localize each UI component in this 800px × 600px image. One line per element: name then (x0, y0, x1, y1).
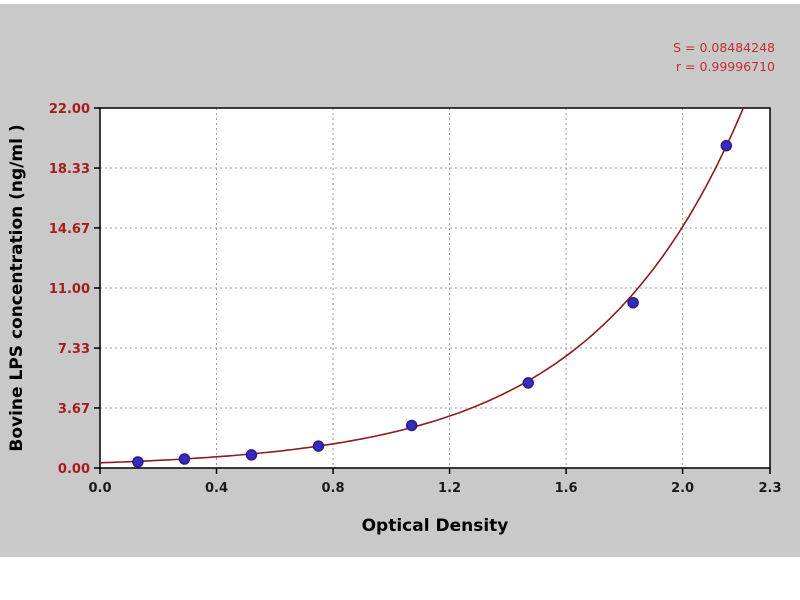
y-tick-label: 11.00 (49, 282, 90, 297)
y-tick-label: 18.33 (49, 162, 90, 177)
data-point (627, 296, 639, 309)
stats-correlation: r = 0.99996710 (676, 59, 775, 74)
x-tick-label: 2.3 (758, 481, 781, 496)
stats-standard-error: S = 0.08484248 (673, 40, 775, 55)
data-point (132, 456, 144, 468)
y-tick-label: 22.00 (49, 102, 90, 117)
data-point (720, 139, 733, 152)
data-point (405, 419, 418, 432)
plot-layer: 0.0 0.4 0.8 1.2 1.6 2.0 2.3 0.00 3.67 7.33 11.00 14… (49, 102, 782, 496)
data-point (522, 377, 534, 389)
data-point (178, 453, 191, 465)
x-tick-label: 0.8 (322, 481, 345, 496)
y-tick-label: 3.67 (58, 402, 90, 417)
fit-curve (99, 107, 745, 464)
y-tick-label: 14.67 (49, 222, 90, 237)
x-tick-label: 1.6 (555, 481, 578, 496)
x-axis-title: Optical Density (362, 516, 509, 536)
y-tick-label: 7.33 (58, 342, 90, 357)
y-tick-label: 0.00 (58, 462, 90, 477)
x-tick-label: 0.4 (205, 481, 228, 496)
y-axis-title: Bovine LPS concentration (ng/ml ) (7, 124, 27, 451)
x-tick-label: 1.2 (438, 481, 461, 496)
x-tick-label: 2.0 (671, 481, 694, 496)
standard-curve-chart: 0.0 0.4 0.8 1.2 1.6 2.0 2.3 0.00 3.67 7.33 11.00 14… (7, 40, 782, 536)
x-tick-label: 0.0 (88, 481, 111, 496)
data-point (245, 449, 258, 461)
data-point (312, 440, 325, 452)
